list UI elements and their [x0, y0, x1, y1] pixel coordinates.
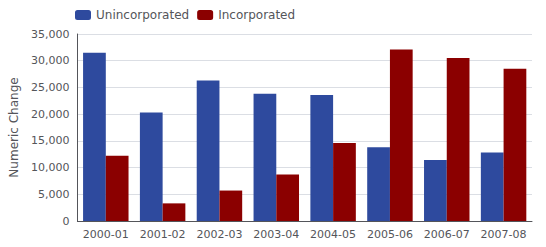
svg-text:0: 0	[62, 215, 69, 228]
svg-text:2006-07: 2006-07	[424, 228, 470, 241]
svg-text:2000-01: 2000-01	[83, 228, 129, 241]
svg-text:2003-04: 2003-04	[253, 228, 299, 241]
svg-text:2001-02: 2001-02	[140, 228, 186, 241]
svg-text:30,000: 30,000	[31, 54, 70, 67]
svg-text:2002-03: 2002-03	[196, 228, 242, 241]
svg-text:Numeric Change: Numeric Change	[7, 77, 21, 177]
svg-text:35,000: 35,000	[31, 28, 70, 41]
svg-text:20,000: 20,000	[31, 108, 70, 121]
svg-text:Incorporated: Incorporated	[218, 8, 295, 22]
svg-text:2005-06: 2005-06	[367, 228, 413, 241]
svg-text:2004-05: 2004-05	[310, 228, 356, 241]
svg-text:15,000: 15,000	[31, 134, 70, 147]
svg-text:10,000: 10,000	[31, 161, 70, 174]
svg-text:25,000: 25,000	[31, 81, 70, 94]
svg-text:Unincorporated: Unincorporated	[96, 8, 189, 22]
svg-text:5,000: 5,000	[38, 188, 70, 201]
svg-text:2007-08: 2007-08	[481, 228, 527, 241]
